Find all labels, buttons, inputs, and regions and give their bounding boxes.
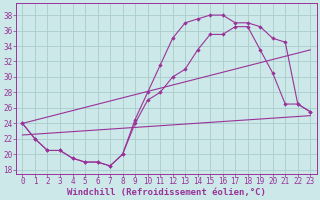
X-axis label: Windchill (Refroidissement éolien,°C): Windchill (Refroidissement éolien,°C) [67, 188, 266, 197]
